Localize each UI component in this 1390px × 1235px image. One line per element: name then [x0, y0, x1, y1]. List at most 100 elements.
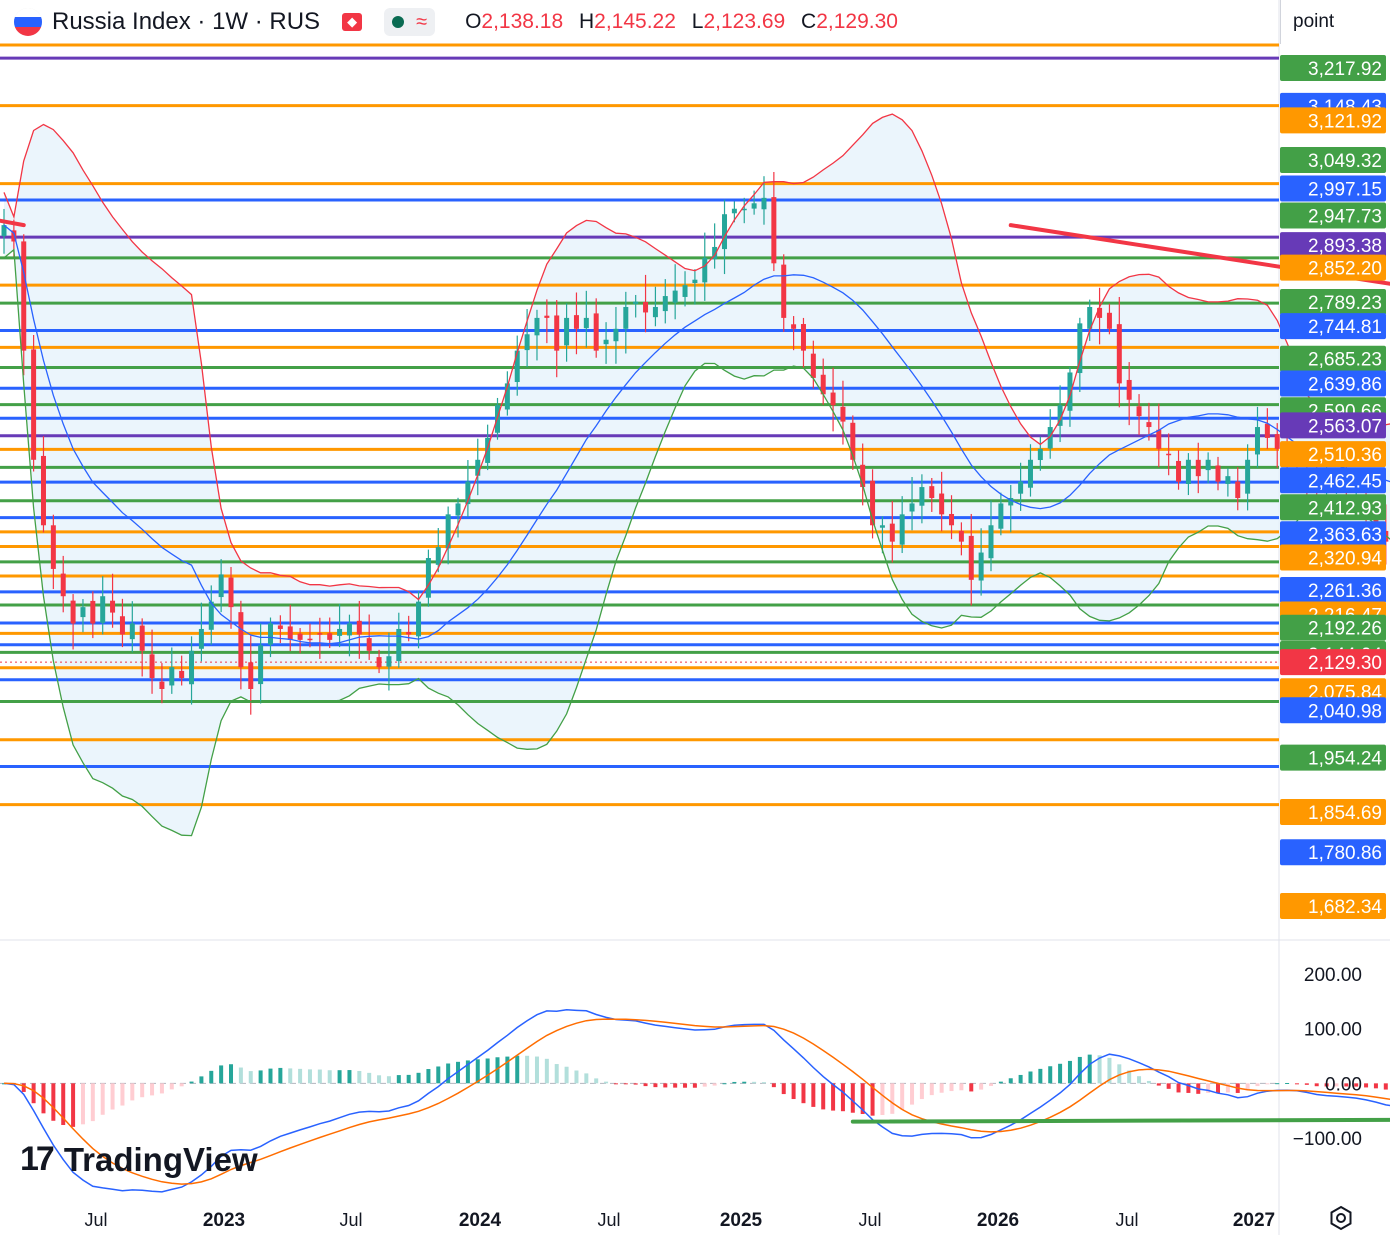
candle-body — [1126, 379, 1132, 400]
candle-body — [702, 257, 708, 283]
candle-body — [712, 246, 718, 260]
price-label-text: 2,852.20 — [1308, 259, 1382, 280]
macd-histogram-bar — [998, 1081, 1003, 1084]
price-label-box — [1280, 697, 1386, 724]
candle-body — [50, 525, 56, 569]
macd-histogram-bar — [100, 1083, 105, 1115]
candle-body — [820, 374, 826, 395]
macd-histogram-bar — [831, 1083, 836, 1111]
candle-body — [267, 623, 273, 645]
macd-histogram-bar — [406, 1074, 411, 1084]
price-label-text: 2,744.81 — [1308, 317, 1382, 338]
macd-histogram-bar — [1008, 1078, 1013, 1084]
price-label-text: 2,412.93 — [1308, 498, 1382, 519]
time-axis: Jul 2023 Jul 2024 Jul 2025 Jul 2026 Jul 2027 — [84, 1210, 1275, 1231]
candle-body — [879, 525, 885, 528]
macd-histogram-bar — [919, 1083, 924, 1100]
macd-histogram-bar — [396, 1075, 401, 1084]
x-tick-label: Jul — [858, 1210, 881, 1230]
candle-body — [435, 547, 441, 565]
macd-histogram-bar — [1117, 1064, 1122, 1084]
macd-histogram-bar — [840, 1083, 845, 1112]
macd-histogram-bar — [761, 1082, 766, 1084]
price-label: 1,682.34 — [1280, 893, 1386, 919]
candle-body — [346, 623, 352, 636]
candle-body — [1235, 481, 1241, 498]
indicator-lines — [3, 113, 1390, 837]
scale-mode-button[interactable]: point — [1280, 0, 1390, 44]
macd-histogram-bar — [821, 1083, 826, 1110]
candle-body — [1037, 448, 1043, 461]
candle-body — [929, 486, 935, 498]
macd-histogram-bar — [564, 1066, 569, 1084]
settings-gear-icon[interactable] — [1328, 1205, 1354, 1231]
candle-body — [968, 535, 974, 580]
macd-histogram-bar — [475, 1059, 480, 1084]
macd-histogram-bar — [1146, 1080, 1151, 1084]
price-label-text: 3,121.92 — [1308, 111, 1382, 132]
close-key: C — [801, 10, 817, 33]
price-label-box — [1280, 412, 1386, 439]
candle-body — [485, 437, 491, 463]
candle-body — [1116, 324, 1122, 384]
candle-body — [771, 197, 777, 264]
symbol-title[interactable]: Russia Index · 1W · RUS — [52, 8, 321, 35]
macd-histogram-bar — [337, 1070, 342, 1084]
macd-histogram-bar — [949, 1083, 954, 1092]
macd-histogram-bar — [298, 1068, 303, 1084]
macd-histogram-bar — [426, 1069, 431, 1084]
market-status[interactable]: ≈ — [384, 8, 436, 36]
macd-histogram-bar — [1275, 1083, 1280, 1085]
price-label-text: 2,462.45 — [1308, 471, 1382, 492]
candle-body — [860, 464, 866, 488]
macd-histogram-bar — [811, 1083, 816, 1107]
macd-histogram-bar — [702, 1083, 707, 1087]
macd-histogram-bar — [90, 1083, 95, 1122]
delayed-data-icon: ≈ — [416, 10, 428, 33]
price-label-box — [1280, 577, 1386, 604]
macd-histogram-bar — [446, 1063, 451, 1084]
price-label-box — [1280, 55, 1386, 81]
candle-body — [1254, 427, 1260, 455]
price-label-text: 1,780.86 — [1308, 843, 1382, 864]
candle-body — [287, 626, 293, 640]
price-label-box — [1280, 288, 1386, 315]
russia-flag-icon — [14, 8, 42, 36]
price-label-text: 1,854.69 — [1308, 803, 1382, 824]
x-tick-label: 2023 — [203, 1210, 245, 1231]
macd-histogram-bar — [1127, 1070, 1132, 1084]
macd-histogram-bar — [307, 1069, 312, 1084]
price-label-box — [1280, 744, 1386, 771]
candle-body — [1195, 459, 1201, 477]
macd-histogram-bar — [900, 1083, 905, 1110]
price-label-text: 1,954.24 — [1308, 749, 1382, 770]
price-label: 1,854.69 — [1280, 798, 1386, 825]
candle-body — [1225, 476, 1231, 484]
macd-tick-label: 100.00 — [1304, 1020, 1362, 1041]
candle-body — [179, 670, 185, 679]
tradingview-logo[interactable]: 17 TradingView — [20, 1140, 258, 1179]
macd-line — [3, 1009, 1390, 1193]
candle-body — [70, 600, 76, 624]
signal-line — [3, 1018, 1390, 1185]
macd-histogram-bar — [456, 1061, 461, 1084]
price-label-text: 2,893.38 — [1308, 236, 1382, 257]
symbol-header[interactable]: Russia Index · 1W · RUS ◆ ≈ O2,138.18 H2… — [14, 6, 906, 38]
candle-body — [208, 601, 214, 630]
macd-histogram-bar — [288, 1068, 293, 1084]
macd-histogram-bar — [199, 1076, 204, 1084]
candle-body — [465, 481, 471, 505]
price-label-text: 2,639.86 — [1308, 374, 1382, 395]
price-label-text: 2,320.94 — [1308, 549, 1382, 570]
candle-body — [1136, 406, 1142, 417]
open-key: O — [465, 10, 482, 33]
macd-histogram-bar — [169, 1083, 174, 1090]
x-tick-label: Jul — [84, 1210, 107, 1230]
macd-histogram-bar — [969, 1083, 974, 1092]
price-tag-icon[interactable]: ◆ — [342, 13, 363, 31]
candle-body — [741, 208, 747, 211]
macd-histogram-bar — [880, 1083, 885, 1115]
x-tick-label: 2027 — [1233, 1210, 1275, 1231]
candle-body — [662, 296, 668, 312]
